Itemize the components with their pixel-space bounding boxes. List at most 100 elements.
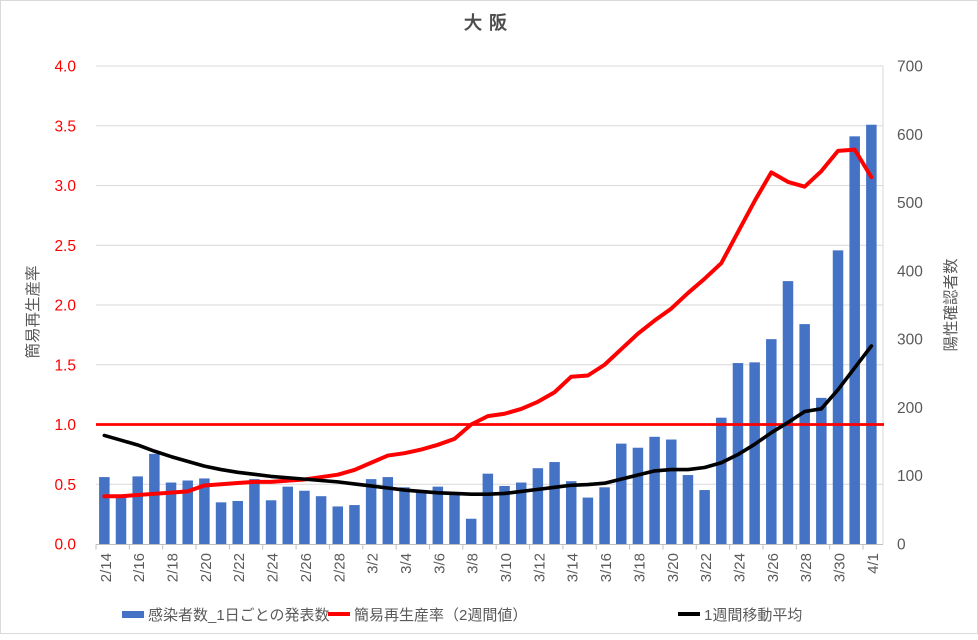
left-axis-title: 簡易再生産率 bbox=[25, 265, 42, 359]
legend-label-moving-average: 1週間移動平均 bbox=[704, 606, 803, 624]
bar bbox=[649, 436, 660, 544]
bar bbox=[816, 397, 827, 544]
right-axis-tick-label: 700 bbox=[897, 59, 923, 76]
bar bbox=[99, 477, 110, 544]
x-axis-tick-label: 2/24 bbox=[265, 553, 282, 582]
left-axis-tick-label: 0.0 bbox=[54, 537, 76, 554]
bar bbox=[149, 453, 160, 544]
bar bbox=[599, 487, 610, 544]
left-axis-tick-label: 0.5 bbox=[54, 477, 76, 494]
bar bbox=[799, 324, 810, 544]
legend-item-cases: 感染者数_1日ごとの発表数 bbox=[122, 604, 330, 624]
x-axis-tick-label: 3/12 bbox=[531, 553, 548, 582]
x-axis-tick-label: 3/14 bbox=[565, 553, 582, 582]
right-axis-tick-label: 400 bbox=[897, 263, 923, 280]
x-axis-tick-label: 3/24 bbox=[731, 553, 748, 582]
left-axis-tick-label: 1.0 bbox=[54, 417, 76, 434]
x-axis-tick-label: 4/1 bbox=[865, 553, 882, 574]
bar bbox=[832, 250, 844, 544]
left-axis-tick-label: 4.0 bbox=[54, 59, 76, 76]
bar bbox=[632, 447, 644, 544]
reproduction-rate-line bbox=[102, 147, 874, 499]
bar bbox=[432, 486, 444, 544]
right-axis-tick-label: 300 bbox=[897, 332, 923, 349]
bar bbox=[199, 478, 210, 544]
right-axis-title: 陽性確認者数 bbox=[943, 258, 960, 352]
bar bbox=[132, 476, 143, 544]
bar bbox=[515, 482, 527, 544]
legend-item-moving-average: 1週間移動平均 bbox=[678, 604, 802, 624]
bar bbox=[415, 490, 427, 544]
bar bbox=[365, 479, 377, 544]
bar bbox=[699, 490, 710, 544]
bar bbox=[565, 481, 577, 544]
x-axis-tick-label: 3/28 bbox=[798, 553, 815, 582]
legend-bar-swatch-icon bbox=[122, 610, 144, 618]
bar bbox=[115, 496, 127, 544]
bar bbox=[299, 490, 310, 544]
legend-red-line-swatch-icon bbox=[328, 612, 350, 616]
bar bbox=[399, 487, 410, 544]
moving-average-line bbox=[102, 344, 874, 496]
right-axis-tick-label: 500 bbox=[897, 195, 923, 212]
left-axis-tick-label: 1.5 bbox=[54, 357, 76, 374]
right-axis-tick-label: 200 bbox=[897, 400, 923, 417]
x-axis-tick-label: 3/20 bbox=[665, 553, 682, 582]
x-axis-tick-label: 3/4 bbox=[398, 553, 415, 574]
x-axis-tick-label: 2/22 bbox=[231, 553, 248, 582]
bar bbox=[215, 502, 227, 544]
x-axis-tick-label: 3/10 bbox=[498, 553, 515, 582]
bar bbox=[532, 468, 544, 544]
bar bbox=[315, 496, 327, 544]
x-axis-tick-label: 3/26 bbox=[765, 553, 782, 582]
right-axis-tick-label: 0 bbox=[897, 537, 906, 554]
left-axis-tick-label: 3.0 bbox=[54, 178, 76, 195]
bar bbox=[265, 500, 277, 544]
bar bbox=[582, 497, 594, 544]
x-axis-tick-label: 2/18 bbox=[165, 553, 182, 582]
x-axis-tick-label: 3/2 bbox=[365, 553, 382, 574]
bar bbox=[499, 485, 510, 544]
x-axis-tick-label: 3/30 bbox=[832, 553, 849, 582]
bar bbox=[349, 505, 360, 544]
x-axis-tick-label: 2/16 bbox=[131, 553, 148, 582]
bar bbox=[782, 281, 794, 544]
x-axis-tick-label: 3/22 bbox=[698, 553, 715, 582]
left-axis-tick-label: 2.5 bbox=[54, 238, 76, 255]
x-axis-tick-label: 3/16 bbox=[598, 553, 615, 582]
bar bbox=[232, 500, 243, 544]
x-axis-tick-label: 2/26 bbox=[298, 553, 315, 582]
legend-label-cases: 感染者数_1日ごとの発表数 bbox=[148, 606, 330, 624]
right-axis-tick-label: 600 bbox=[897, 127, 923, 144]
bar bbox=[682, 475, 694, 544]
legend-item-reproduction-rate: 簡易再生産率（2週間値） bbox=[328, 604, 527, 624]
chart-title: 大阪 bbox=[464, 13, 514, 33]
bar bbox=[165, 482, 177, 544]
bar bbox=[482, 473, 494, 544]
bar bbox=[849, 136, 860, 544]
x-axis-tick-label: 2/20 bbox=[198, 553, 215, 582]
x-axis-tick-label: 2/28 bbox=[331, 553, 348, 582]
bar bbox=[249, 479, 260, 544]
left-axis-tick-label: 3.5 bbox=[54, 118, 76, 135]
bar bbox=[282, 486, 294, 544]
x-axis-tick-label: 3/6 bbox=[431, 553, 448, 574]
left-axis-tick-label: 2.0 bbox=[54, 298, 76, 315]
x-axis-tick-label: 3/18 bbox=[631, 553, 648, 582]
bar bbox=[866, 124, 877, 545]
bar bbox=[716, 417, 727, 544]
bar bbox=[766, 339, 777, 544]
bar bbox=[449, 492, 460, 544]
bar bbox=[615, 443, 627, 544]
legend-black-line-swatch-icon bbox=[678, 612, 700, 616]
x-axis-tick-label: 3/8 bbox=[465, 553, 482, 574]
legend-label-reproduction-rate: 簡易再生産率（2週間値） bbox=[354, 606, 528, 624]
right-axis-tick-label: 100 bbox=[897, 468, 923, 485]
bar bbox=[332, 506, 344, 544]
bar bbox=[382, 477, 394, 544]
bar bbox=[666, 439, 677, 544]
bar bbox=[182, 480, 193, 544]
x-axis-tick-label: 2/14 bbox=[98, 553, 115, 582]
